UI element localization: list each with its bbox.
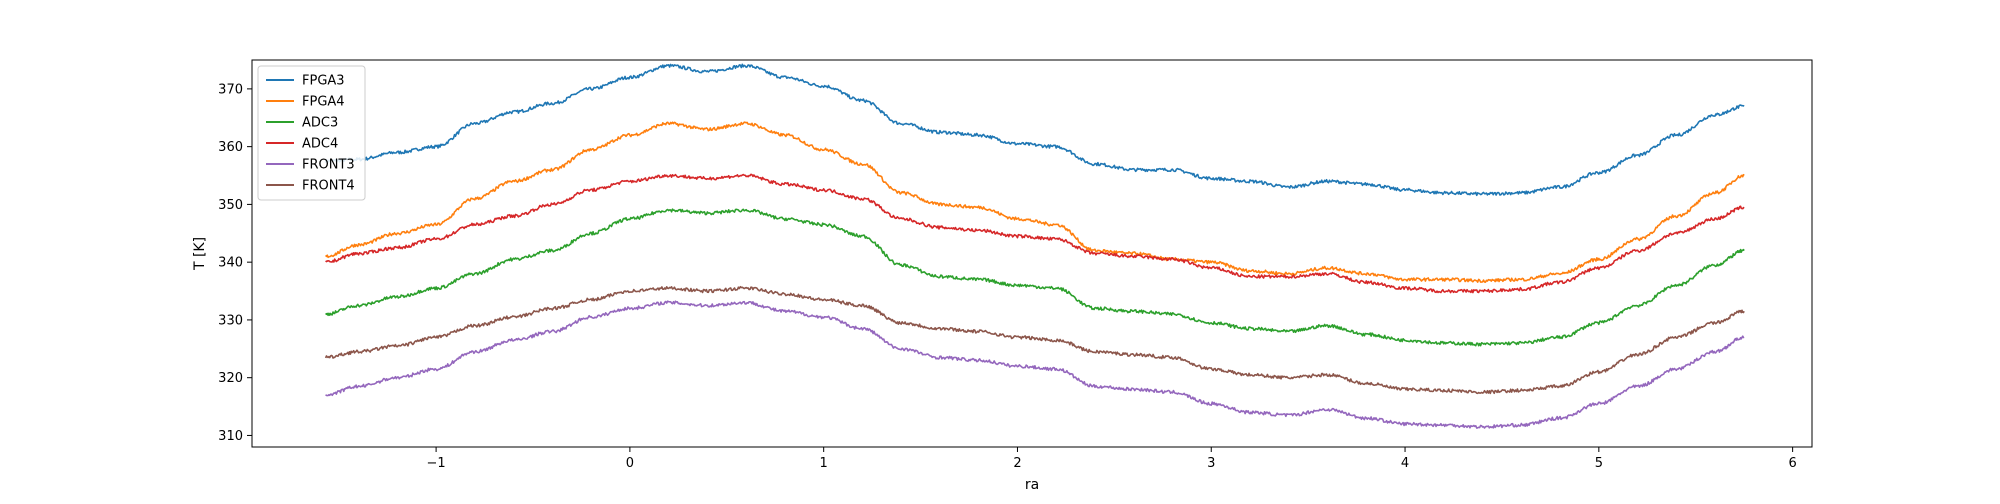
legend-label: FPGA4 (302, 95, 345, 110)
y-tick-label: 350 (218, 198, 243, 213)
x-axis-label: ra (1025, 477, 1039, 493)
series-line-front3 (325, 300, 1745, 429)
series-line-adc3 (325, 208, 1745, 347)
y-tick-label: 310 (218, 429, 243, 444)
series-line-front4 (324, 285, 1745, 395)
series-line-fpga4 (324, 121, 1745, 283)
x-tick-label: 2 (1013, 456, 1021, 471)
legend-label: FPGA3 (302, 74, 345, 89)
legend-label: ADC3 (302, 116, 338, 131)
y-axis-ticks: 310 320 330 340 350 360 370 (218, 82, 252, 444)
y-tick-label: 370 (218, 82, 243, 97)
x-tick-label: 1 (820, 456, 828, 471)
x-tick-label: 3 (1207, 456, 1215, 471)
x-tick-label: 5 (1595, 456, 1603, 471)
y-axis-label: T [K] (192, 237, 208, 271)
y-tick-label: 320 (218, 371, 243, 386)
x-tick-label: −1 (427, 456, 446, 471)
x-axis-ticks: −1 0 1 2 3 4 5 6 (427, 447, 1797, 471)
plot-frame (251, 59, 1813, 448)
series-line-adc4 (325, 173, 1745, 294)
y-tick-label: 360 (218, 140, 243, 155)
legend: FPGA3 FPGA4 ADC3 ADC4 FRONT3 FRONT4 (257, 65, 366, 201)
series-line-fpga3 (324, 63, 1745, 197)
legend-label: FRONT4 (302, 179, 355, 194)
legend-label: ADC4 (302, 137, 338, 152)
x-tick-label: 4 (1401, 456, 1409, 471)
y-tick-label: 340 (218, 256, 243, 271)
x-tick-label: 6 (1788, 456, 1796, 471)
y-tick-label: 330 (218, 313, 243, 328)
legend-box (257, 65, 366, 201)
series-layer (324, 63, 1745, 429)
x-tick-label: 0 (626, 456, 634, 471)
legend-label: FRONT3 (302, 158, 355, 173)
